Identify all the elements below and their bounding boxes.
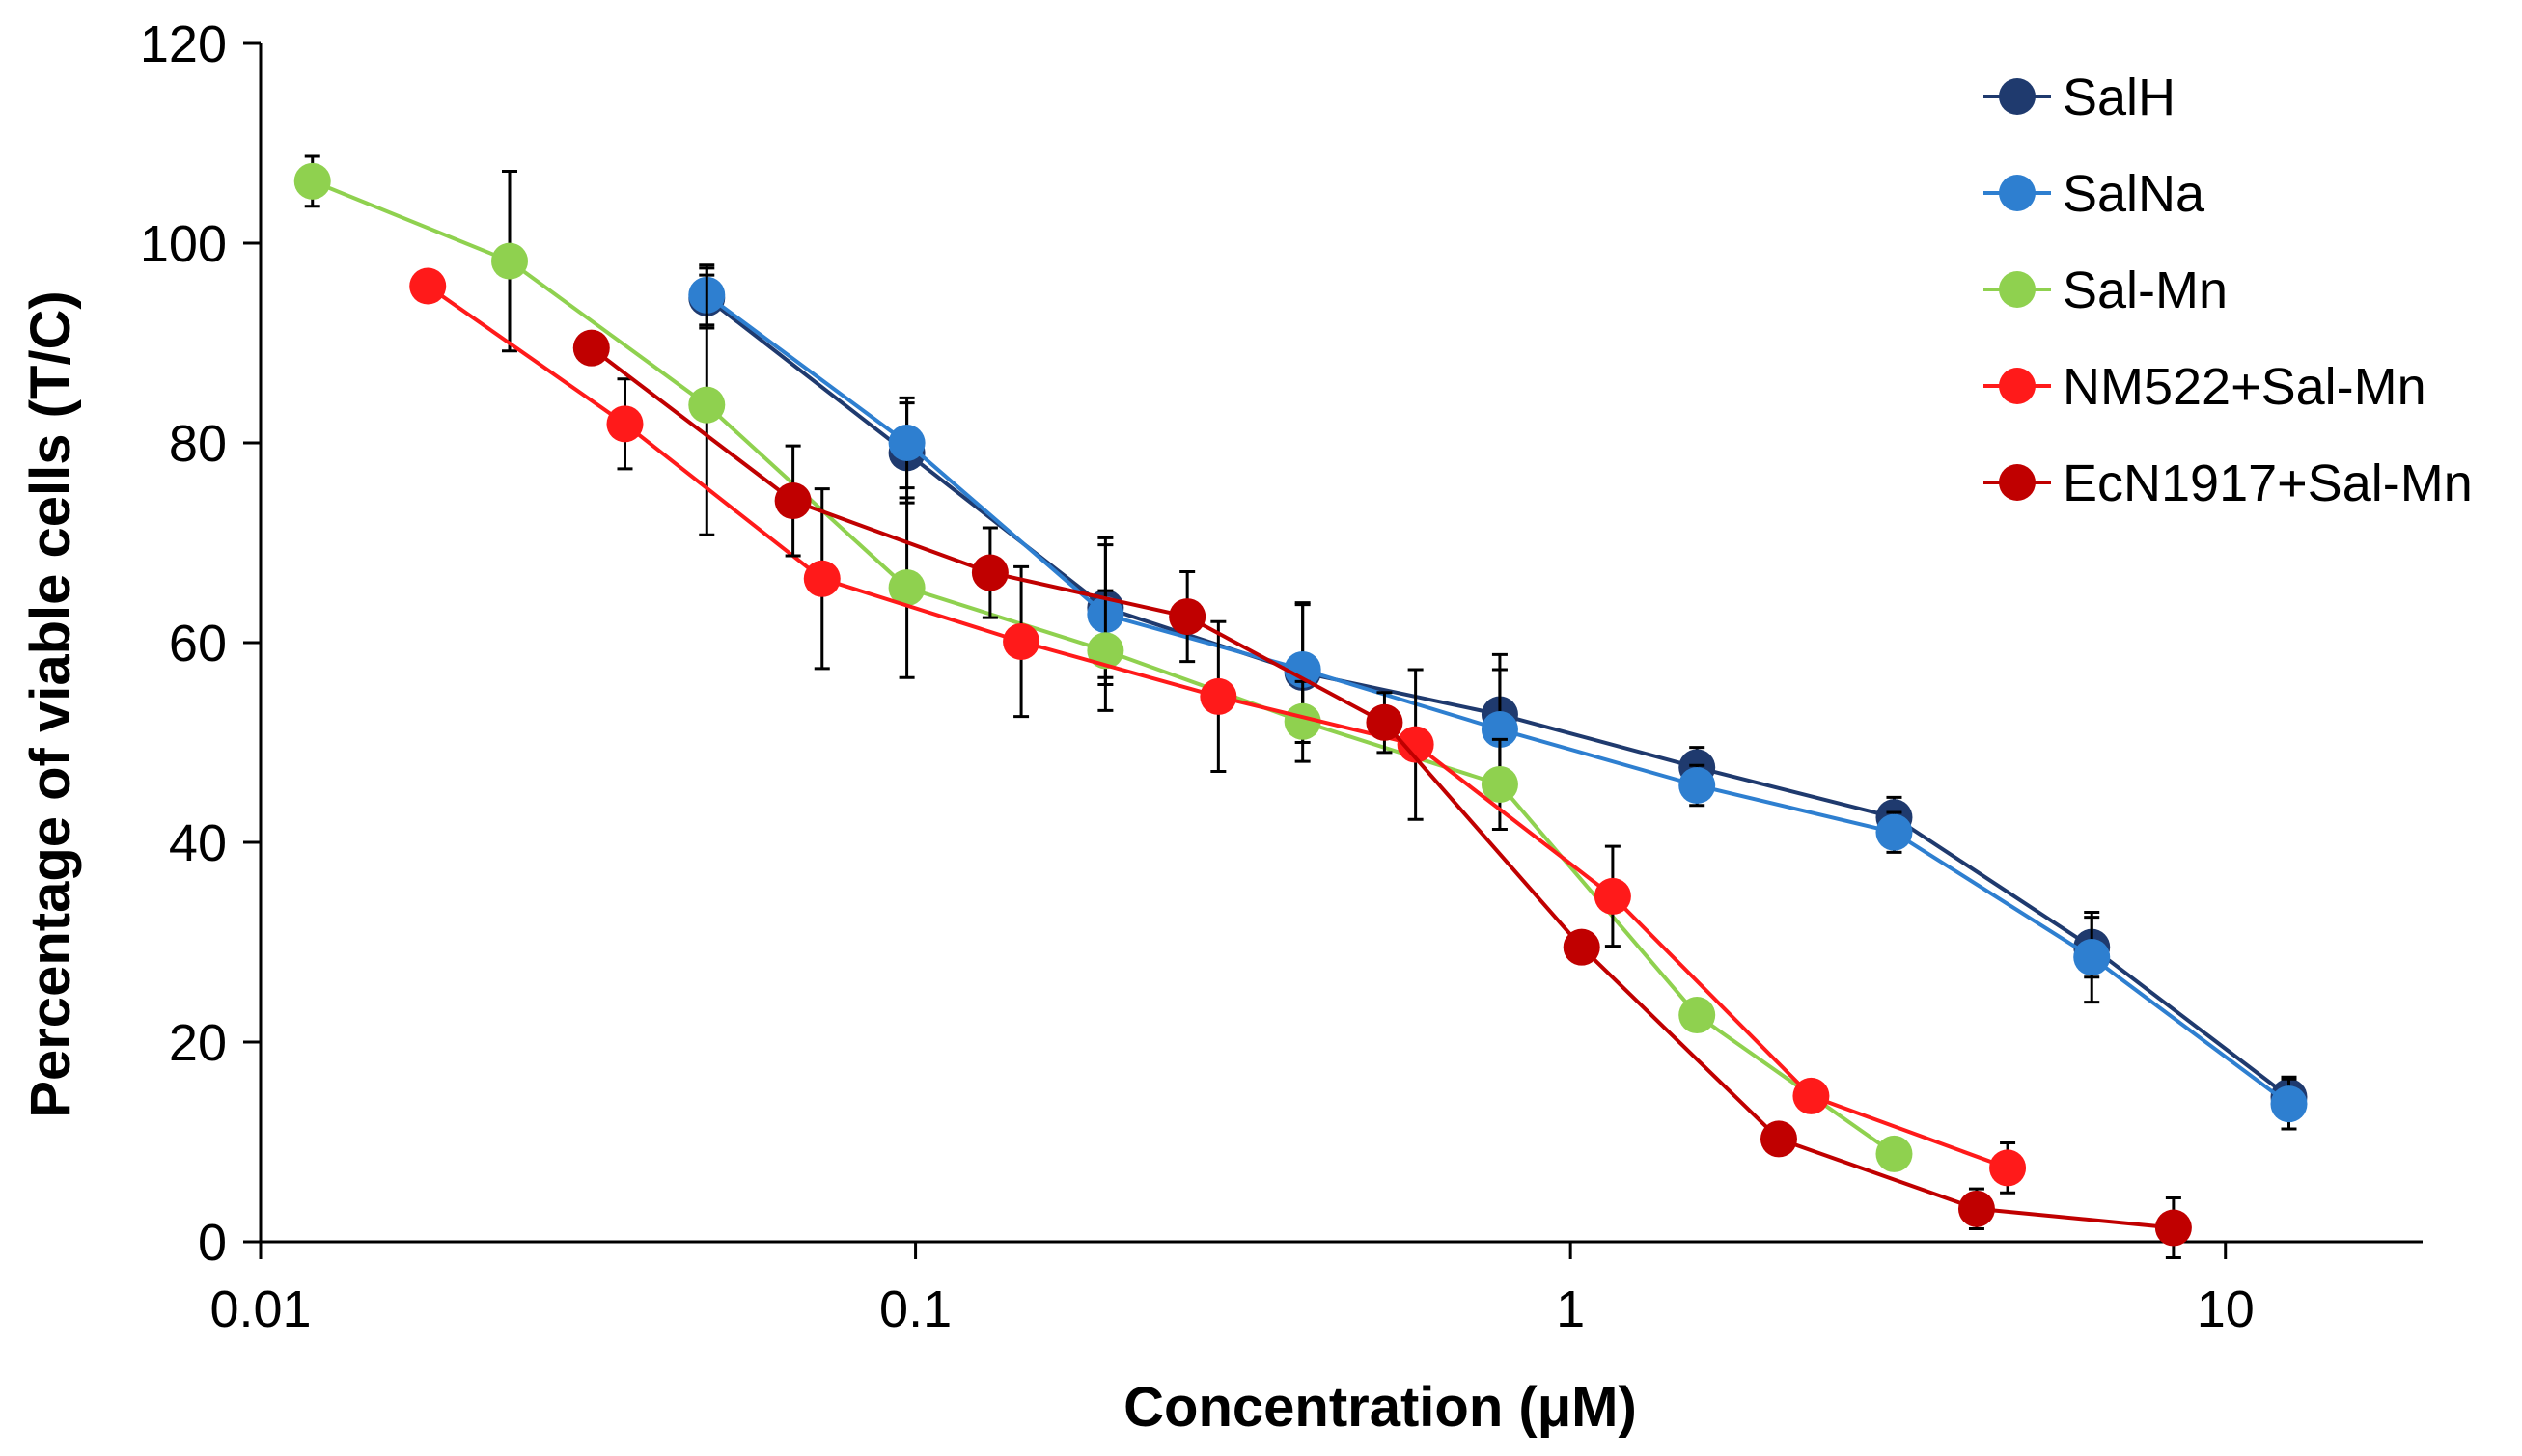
legend-marker — [1999, 368, 2036, 404]
data-point — [606, 405, 644, 443]
data-point — [572, 329, 610, 367]
data-point — [1792, 1077, 1830, 1114]
legend-item: SalH — [1983, 69, 2176, 126]
data-point — [1397, 726, 1434, 763]
series-sal-mn — [293, 154, 1913, 1172]
data-point — [1594, 877, 1631, 915]
y-tick-label: 100 — [140, 215, 227, 273]
legend-label: EcN1917+Sal-Mn — [2063, 454, 2473, 512]
legend-marker — [1999, 175, 2036, 211]
axes-layer: 0 20 40 60 80 100 120 0.01 0.1 1 10 — [140, 15, 2423, 1338]
data-point — [2270, 1085, 2308, 1123]
data-point — [2073, 939, 2111, 976]
data-point — [1200, 677, 1237, 715]
data-point — [1087, 632, 1124, 670]
legend-label: SalNa — [2063, 165, 2205, 223]
data-point — [491, 242, 529, 280]
data-point — [293, 162, 331, 200]
x-axis-title: Concentration (μM) — [1123, 1376, 1637, 1439]
data-point — [803, 560, 841, 597]
data-point — [1875, 813, 1913, 851]
legend-item: NM522+Sal-Mn — [1983, 358, 2426, 416]
y-tick-label: 40 — [169, 814, 227, 872]
x-tick-label: 1 — [1556, 1280, 1585, 1338]
x-tick-label: 10 — [2197, 1280, 2255, 1338]
legend: SalH SalNa Sal-Mn NM522+Sal-Mn EcN1917+Sal-M… — [1983, 69, 2473, 512]
legend-marker — [1999, 464, 2036, 501]
data-point — [888, 425, 926, 461]
data-point — [1678, 767, 1716, 805]
y-tick-label: 120 — [140, 15, 227, 73]
legend-label: NM522+Sal-Mn — [2063, 358, 2426, 416]
data-point — [1481, 765, 1518, 803]
data-point — [1989, 1149, 2027, 1187]
legend-label: Sal-Mn — [2063, 261, 2228, 319]
y-tick-label: 80 — [169, 415, 227, 473]
y-tick-label: 60 — [169, 615, 227, 673]
data-point — [774, 482, 812, 520]
data-point — [1284, 650, 1321, 688]
data-point — [1957, 1190, 1995, 1227]
x-tick-label: 0.01 — [209, 1280, 311, 1338]
legend-marker — [1999, 78, 2036, 115]
data-point — [688, 386, 726, 424]
legend-item: EcN1917+Sal-Mn — [1983, 454, 2473, 512]
data-point — [1169, 598, 1206, 636]
y-tick-label: 0 — [198, 1214, 227, 1272]
data-point — [971, 554, 1009, 591]
data-point — [409, 267, 447, 305]
y-tick-label: 20 — [169, 1014, 227, 1072]
data-point — [888, 569, 926, 607]
legend-label: SalH — [2063, 69, 2176, 126]
legend-item: Sal-Mn — [1983, 261, 2228, 319]
legend-marker — [1999, 271, 2036, 308]
series-ecn1917-sal-mn — [572, 329, 2192, 1260]
series-layer — [293, 154, 2308, 1260]
y-axis-title: Percentage of viable cells (T/C) — [19, 290, 82, 1117]
series-nm522-sal-mn — [409, 267, 2027, 1195]
data-point — [1875, 1135, 1913, 1172]
data-point — [1760, 1120, 1797, 1158]
series-salna — [688, 263, 2308, 1131]
data-point — [2154, 1209, 2192, 1247]
x-tick-label: 0.1 — [879, 1280, 952, 1338]
series-line — [590, 346, 2175, 1230]
data-point — [1481, 711, 1518, 749]
data-point — [1563, 928, 1600, 966]
data-point — [1003, 622, 1040, 660]
data-point — [1366, 703, 1403, 741]
legend-item: SalNa — [1983, 165, 2205, 223]
data-point — [1678, 997, 1716, 1034]
data-point — [1284, 702, 1321, 740]
